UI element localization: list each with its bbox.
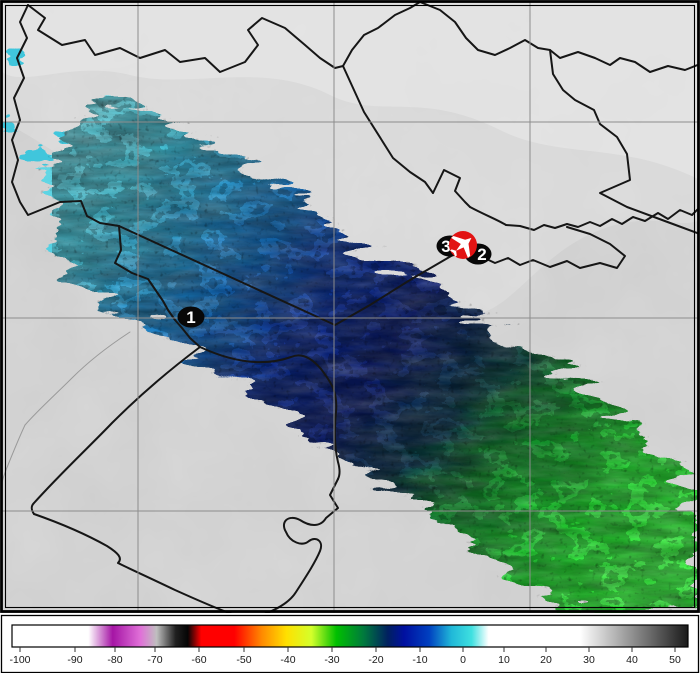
svg-text:-100: -100 xyxy=(9,654,30,666)
svg-text:20: 20 xyxy=(540,654,552,666)
svg-text:2: 2 xyxy=(477,245,486,264)
svg-text:-60: -60 xyxy=(191,654,206,666)
svg-text:-30: -30 xyxy=(324,654,339,666)
svg-text:50: 50 xyxy=(669,654,681,666)
svg-text:-90: -90 xyxy=(67,654,82,666)
svg-text:-50: -50 xyxy=(236,654,251,666)
svg-text:1: 1 xyxy=(186,308,195,327)
svg-text:-20: -20 xyxy=(368,654,383,666)
svg-text:0: 0 xyxy=(460,654,466,666)
svg-text:-70: -70 xyxy=(147,654,162,666)
svg-text:-80: -80 xyxy=(107,654,122,666)
svg-text:30: 30 xyxy=(583,654,595,666)
svg-text:10: 10 xyxy=(498,654,510,666)
svg-text:-10: -10 xyxy=(412,654,427,666)
svg-text:-40: -40 xyxy=(280,654,295,666)
svg-text:40: 40 xyxy=(626,654,638,666)
